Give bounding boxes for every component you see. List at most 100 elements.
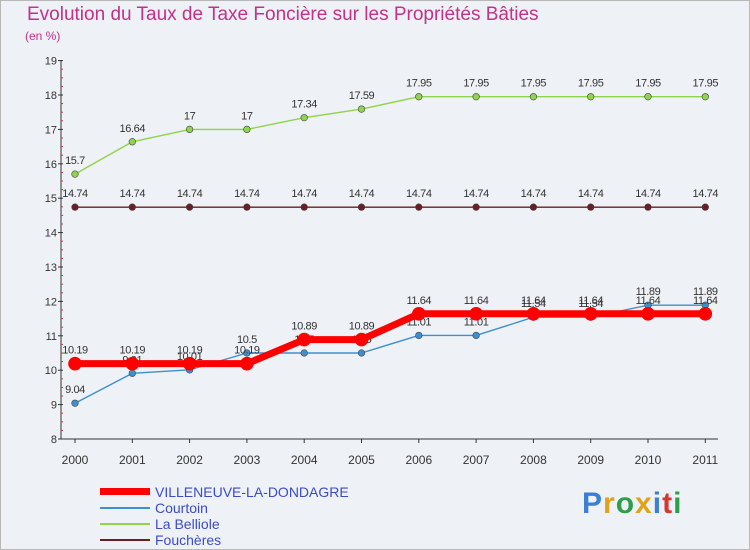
y-tick-label: 13 (45, 262, 57, 274)
x-tick-label: 2004 (291, 453, 318, 467)
data-point (529, 203, 538, 211)
data-label: 14.74 (177, 188, 203, 200)
data-point (526, 306, 541, 321)
data-label: 10.89 (291, 321, 317, 333)
x-tick-label: 2000 (62, 453, 89, 467)
chart-title: Evolution du Taux de Taxe Foncière sur l… (27, 4, 539, 25)
data-label: 9.04 (65, 384, 85, 396)
data-point (357, 203, 366, 211)
data-point (644, 203, 652, 211)
data-point (243, 349, 251, 357)
legend-label-la-belliole: La Belliole (155, 516, 220, 532)
data-label: 17.34 (291, 99, 317, 111)
legend-label-courtoin: Courtoin (155, 500, 208, 516)
series-line (74, 96, 706, 175)
data-label: 14.74 (578, 188, 604, 200)
data-point (354, 332, 369, 347)
x-tick-label: 2003 (234, 453, 261, 467)
logo-letter: x (635, 487, 653, 520)
data-point (472, 93, 480, 101)
proxiti-logo: Proxiti (582, 487, 682, 521)
data-point (300, 349, 308, 357)
data-point (583, 306, 598, 321)
data-label: 17.95 (578, 78, 604, 90)
data-label: 11.89 (636, 286, 661, 298)
data-label: 14.74 (291, 188, 317, 200)
data-point (411, 306, 426, 321)
data-label: 17 (184, 110, 196, 122)
data-point (71, 170, 79, 178)
legend-swatch-villeneuve (100, 488, 150, 495)
data-label: 14.74 (693, 188, 719, 200)
x-tick-label: 2002 (176, 453, 203, 467)
data-point (125, 356, 140, 371)
data-label: 11.64 (636, 295, 661, 307)
y-axis-unit-label: (en %) (25, 29, 61, 43)
x-tick-label: 2009 (577, 453, 604, 467)
data-label: 11.64 (464, 295, 489, 307)
legend-swatch-courtoin (100, 507, 150, 509)
data-label: 11.64 (406, 295, 431, 307)
data-label: 10.01 (177, 351, 203, 363)
data-point (243, 203, 251, 211)
data-label: 14.74 (521, 188, 547, 200)
data-point (71, 399, 79, 407)
logo-letter: t (662, 487, 674, 520)
data-point (529, 93, 538, 101)
legend-swatch-la-belliole (100, 523, 150, 525)
x-tick-label: 2007 (463, 453, 490, 467)
logo-letter: r (603, 487, 616, 520)
data-point (587, 93, 595, 101)
data-point (300, 203, 308, 211)
data-label: 11.64 (578, 295, 603, 307)
data-label: 17.95 (406, 78, 432, 90)
x-tick-label: 2006 (405, 453, 432, 467)
y-tick-label: 16 (45, 159, 57, 171)
legend-swatch-foucheres (100, 539, 150, 541)
y-tick-label: 12 (45, 296, 57, 308)
legend-label-villeneuve: VILLENEUVE-LA-DONDAGRE (155, 484, 349, 500)
data-point (587, 203, 595, 211)
data-point (415, 203, 423, 211)
y-tick-label: 17 (45, 124, 57, 136)
data-label: 10.19 (234, 345, 260, 357)
data-label: 17.95 (693, 78, 719, 90)
data-point (415, 93, 423, 101)
data-label: 11.54 (521, 298, 546, 310)
data-point (415, 331, 423, 340)
data-point (297, 332, 312, 347)
data-label: 14.74 (120, 188, 146, 200)
data-point (186, 203, 194, 211)
data-label: 11.01 (464, 316, 489, 328)
data-point (128, 138, 136, 146)
data-label: 11.54 (578, 298, 603, 310)
data-label: 17.59 (349, 90, 375, 102)
series-line (74, 304, 706, 404)
y-tick-label: 19 (45, 56, 57, 68)
data-label: 14.74 (234, 188, 260, 200)
data-label: 11.64 (693, 295, 718, 307)
data-label: 17.95 (635, 78, 661, 90)
data-label: 11.89 (693, 286, 718, 298)
data-point (71, 203, 79, 211)
data-point (469, 306, 483, 321)
data-label: 14.74 (406, 188, 432, 200)
data-label: 14.74 (62, 188, 88, 200)
x-tick-label: 2008 (520, 453, 547, 467)
y-tick-label: 15 (45, 193, 57, 205)
data-point (128, 369, 136, 377)
data-label: 14.74 (635, 188, 661, 200)
data-label: 10.5 (237, 334, 257, 346)
data-point (128, 203, 136, 211)
data-point (472, 331, 480, 340)
logo-letter: o (615, 487, 636, 520)
y-tick-label: 18 (45, 90, 57, 102)
y-tick-label: 8 (51, 434, 57, 446)
logo-letter: i (673, 487, 683, 520)
legend-label-foucheres: Fouchères (155, 532, 222, 548)
data-label: 14.74 (349, 188, 375, 200)
data-point (644, 93, 652, 101)
x-tick-label: 2001 (119, 453, 146, 467)
data-point (243, 125, 251, 133)
